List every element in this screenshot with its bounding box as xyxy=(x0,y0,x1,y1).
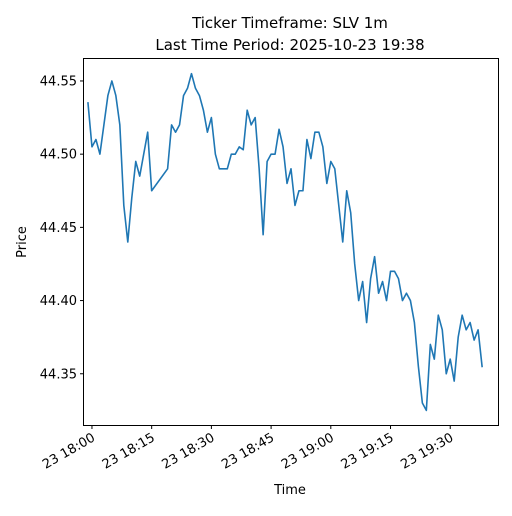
chart-title-line2: Last Time Period: 2025-10-23 19:38 xyxy=(155,36,424,54)
x-tick-label: 23 19:15 xyxy=(339,430,397,472)
x-tick-label: 23 19:30 xyxy=(398,430,456,472)
y-axis: 44.35 44.40 44.45 44.50 44.55 xyxy=(40,74,84,382)
y-tick-label: 44.55 xyxy=(40,74,77,89)
chart-title-line1: Ticker Timeframe: SLV 1m xyxy=(191,14,388,32)
x-axis: 23 18:00 23 18:15 23 18:30 23 18:45 23 19:00… xyxy=(40,425,456,473)
x-tick-label: 23 18:00 xyxy=(40,430,98,472)
x-axis-label: Time xyxy=(273,483,306,498)
plot-area xyxy=(87,72,483,412)
y-axis-label: Price xyxy=(15,226,30,258)
axes-frame xyxy=(83,58,499,426)
x-tick-label: 23 19:00 xyxy=(279,430,337,472)
x-tick-label: 23 18:45 xyxy=(219,430,277,472)
price-series-line xyxy=(87,72,483,412)
x-tick-label: 23 18:15 xyxy=(100,430,158,472)
y-tick-label: 44.45 xyxy=(40,221,77,236)
y-tick-label: 44.50 xyxy=(40,148,77,163)
x-tick-label: 23 18:30 xyxy=(160,430,218,472)
y-tick-label: 44.35 xyxy=(40,367,77,382)
y-tick-label: 44.40 xyxy=(40,294,77,309)
